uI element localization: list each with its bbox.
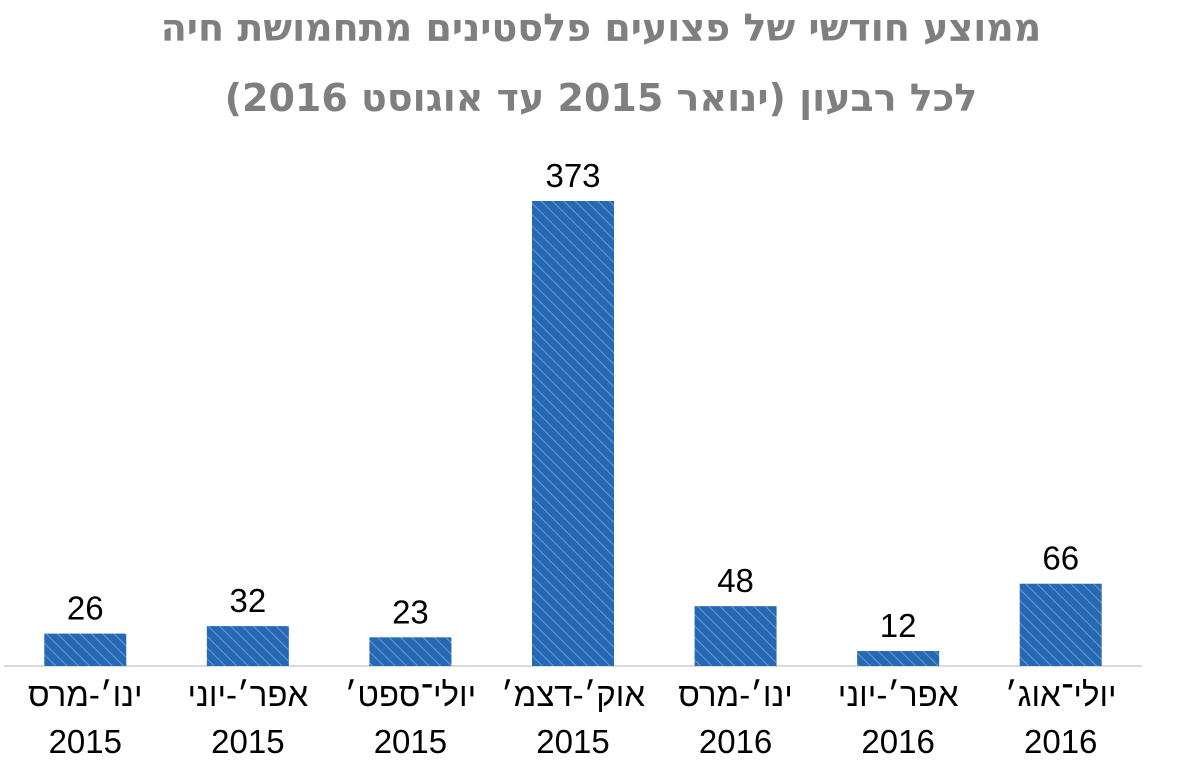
- x-tick-label-period: יולי־ספט׳: [345, 676, 477, 713]
- chart-title-line-2: לכל רבעון (ינואר 2015 עד אוגוסט 2016): [224, 76, 978, 120]
- bar: [369, 637, 452, 666]
- bar: [694, 606, 777, 666]
- bar: [532, 201, 614, 666]
- x-tick-label-year: 2015: [211, 723, 284, 760]
- bar: [1019, 583, 1102, 666]
- x-tick-label-year: 2015: [536, 723, 609, 760]
- data-label: 26: [67, 590, 104, 627]
- chart-title-line-1: ממוצע חודשי של פצועים פלסטינים מתחמושת ח…: [160, 6, 1042, 50]
- data-label: 12: [880, 607, 917, 644]
- x-tick-label-period: ינו׳-מרס: [678, 676, 793, 713]
- bar: [44, 633, 127, 666]
- x-tick-label-period: אוק׳-דצמ׳: [501, 676, 645, 713]
- x-tick-label-year: 2016: [1024, 723, 1097, 760]
- x-tick-label-period: ינו׳-מרס: [28, 676, 143, 713]
- bar: [857, 651, 940, 666]
- x-tick-label-year: 2016: [861, 723, 934, 760]
- x-tick-label-period: יולי־אוג׳: [1005, 676, 1117, 713]
- x-tick-label-year: 2015: [374, 723, 447, 760]
- x-tick-label-year: 2015: [49, 723, 122, 760]
- x-tick-label-year: 2016: [699, 723, 772, 760]
- x-tick-label-period: אפר׳-יוני: [838, 676, 959, 713]
- data-label: 373: [545, 157, 600, 194]
- bar: [206, 626, 289, 666]
- data-label: 23: [392, 593, 429, 630]
- data-label: 66: [1042, 540, 1079, 577]
- x-tick-label-period: אפר׳-יוני: [187, 676, 308, 713]
- data-label: 32: [229, 582, 266, 619]
- plot-area: 26 ינו׳-מרס 2015 32 אפר׳-יוני 2015 23 יולי־ספט׳…: [4, 157, 1142, 760]
- data-label: 48: [717, 562, 754, 599]
